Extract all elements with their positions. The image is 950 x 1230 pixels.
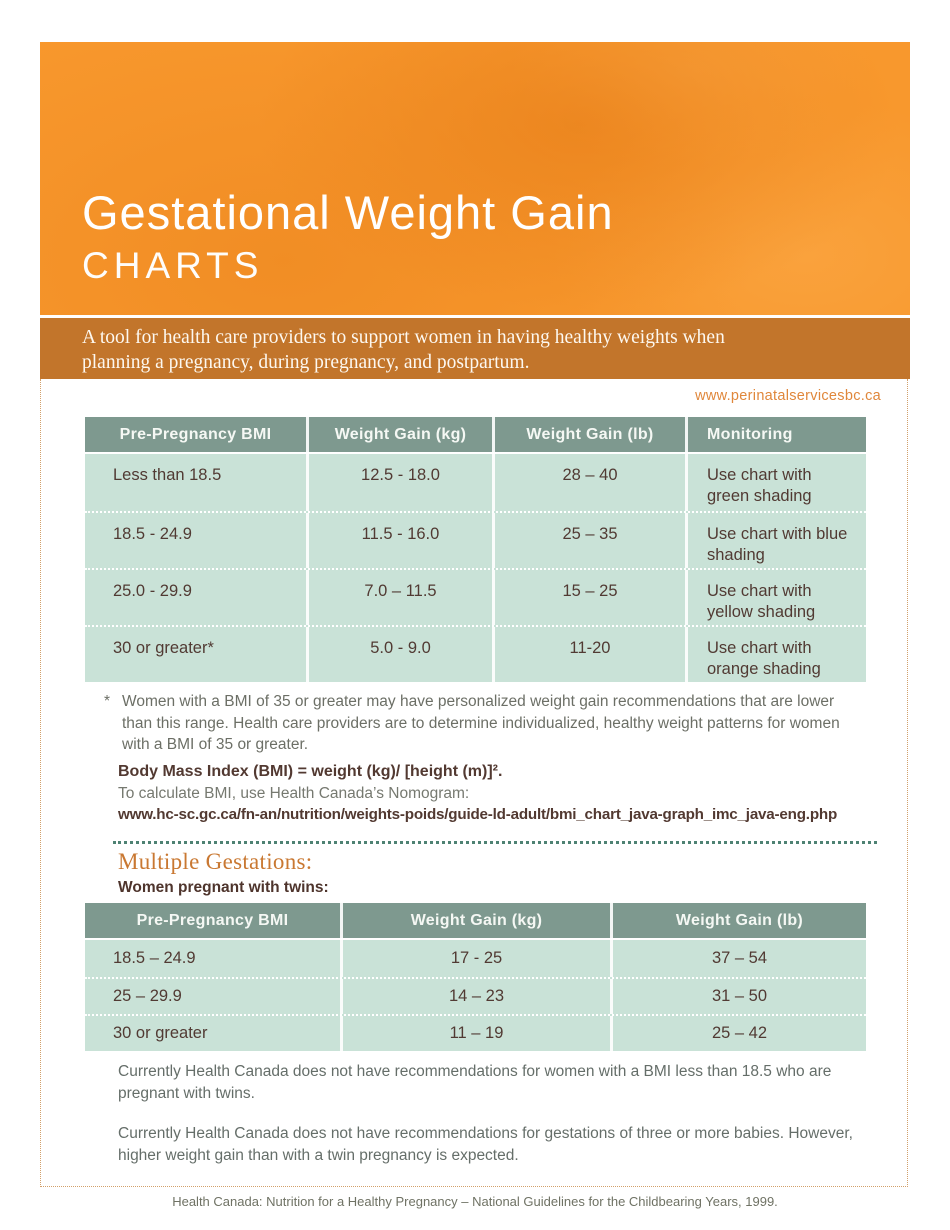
table-row: 30 or greater 11 – 19 25 – 42 bbox=[85, 1014, 866, 1051]
table-cell: 25 – 29.9 bbox=[113, 987, 182, 1005]
table-row: 18.5 – 24.9 17 - 25 37 – 54 bbox=[85, 940, 866, 977]
health-canada-notes: Currently Health Canada does not have re… bbox=[118, 1061, 858, 1166]
website-link[interactable]: www.perinatalservicesbc.ca bbox=[695, 388, 881, 404]
table-cell: 17 - 25 bbox=[340, 940, 610, 977]
column-header: Weight Gain (kg) bbox=[306, 417, 492, 452]
table-cell: 25 – 35 bbox=[492, 513, 685, 568]
column-header: Monitoring bbox=[685, 417, 866, 452]
table-cell: 25 – 42 bbox=[610, 1016, 866, 1051]
page-title: Gestational Weight Gain bbox=[82, 186, 614, 239]
table-cell: 28 – 40 bbox=[492, 454, 685, 511]
table-cell: 14 – 23 bbox=[340, 979, 610, 1014]
tagline-text: A tool for health care providers to supp… bbox=[82, 327, 725, 373]
table-cell: Use chart with blue shading bbox=[685, 513, 866, 568]
footnote-text: Women with a BMI of 35 or greater may ha… bbox=[122, 693, 840, 753]
column-header: Pre-Pregnancy BMI bbox=[136, 911, 289, 929]
column-header: Weight Gain (lb) bbox=[610, 903, 866, 938]
note-paragraph: Currently Health Canada does not have re… bbox=[118, 1063, 832, 1102]
table-cell: 7.0 – 11.5 bbox=[306, 570, 492, 625]
bmi-footnote: * Women with a BMI of 35 or greater may … bbox=[104, 691, 856, 756]
nomogram-url-link[interactable]: www.hc-sc.gc.ca/fn-an/nutrition/weights-… bbox=[118, 806, 838, 823]
footnote-marker: * bbox=[104, 693, 111, 710]
table-row: Less than 18.5 12.5 - 18.0 28 – 40 Use c… bbox=[85, 454, 866, 511]
table-cell: Use chart with orange shading bbox=[685, 627, 866, 682]
table-header-row: Pre-Pregnancy BMI Weight Gain (kg) Weigh… bbox=[85, 417, 866, 454]
table-cell: 5.0 - 9.0 bbox=[306, 627, 492, 682]
content-border-box bbox=[40, 379, 908, 1187]
table-cell: 18.5 - 24.9 bbox=[113, 525, 192, 543]
table-cell: Use chart with yellow shading bbox=[685, 570, 866, 625]
table-row: 30 or greater* 5.0 - 9.0 11-20 Use chart… bbox=[85, 625, 866, 682]
hero-header: Gestational Weight Gain CHARTS bbox=[40, 42, 910, 315]
column-header: Weight Gain (kg) bbox=[340, 903, 610, 938]
table-cell: 30 or greater* bbox=[113, 639, 214, 657]
multiple-gestations-heading: Multiple Gestations: bbox=[118, 849, 313, 874]
bmi-formula-block: Body Mass Index (BMI) = weight (kg)/ [he… bbox=[118, 761, 858, 825]
table-row: 25.0 - 29.9 7.0 – 11.5 15 – 25 Use chart… bbox=[85, 568, 866, 625]
twins-subheading: Women pregnant with twins: bbox=[118, 879, 329, 896]
table-cell: 12.5 - 18.0 bbox=[306, 454, 492, 511]
table-cell: 30 or greater bbox=[113, 1024, 208, 1042]
bmi-formula: Body Mass Index (BMI) = weight (kg)/ [he… bbox=[118, 763, 503, 780]
bmi-weight-gain-table: Pre-Pregnancy BMI Weight Gain (kg) Weigh… bbox=[85, 417, 866, 682]
tagline-banner: A tool for health care providers to supp… bbox=[40, 318, 910, 379]
table-cell: 31 – 50 bbox=[610, 979, 866, 1014]
table-cell: 11-20 bbox=[492, 627, 685, 682]
table-cell: 15 – 25 bbox=[492, 570, 685, 625]
column-header: Pre-Pregnancy BMI bbox=[119, 425, 272, 443]
table-cell: 11.5 - 16.0 bbox=[306, 513, 492, 568]
table-row: 18.5 - 24.9 11.5 - 16.0 25 – 35 Use char… bbox=[85, 511, 866, 568]
bmi-instruction: To calculate BMI, use Health Canada’s No… bbox=[118, 785, 470, 802]
table-row: 25 – 29.9 14 – 23 31 – 50 bbox=[85, 977, 866, 1014]
table-cell: 11 – 19 bbox=[340, 1016, 610, 1051]
table-cell: 37 – 54 bbox=[610, 940, 866, 977]
table-header-row: Pre-Pregnancy BMI Weight Gain (kg) Weigh… bbox=[85, 903, 866, 940]
dotted-separator bbox=[113, 841, 877, 844]
table-cell: Use chart with green shading bbox=[685, 454, 866, 511]
table-cell: Less than 18.5 bbox=[113, 466, 222, 484]
column-header: Weight Gain (lb) bbox=[492, 417, 685, 452]
footer-citation: Health Canada: Nutrition for a Healthy P… bbox=[172, 1194, 778, 1209]
note-paragraph: Currently Health Canada does not have re… bbox=[118, 1125, 853, 1164]
table-cell: 18.5 – 24.9 bbox=[113, 949, 196, 967]
table-cell: 25.0 - 29.9 bbox=[113, 582, 192, 600]
page-subtitle: CHARTS bbox=[82, 245, 264, 286]
twins-weight-gain-table: Pre-Pregnancy BMI Weight Gain (kg) Weigh… bbox=[85, 903, 866, 1051]
